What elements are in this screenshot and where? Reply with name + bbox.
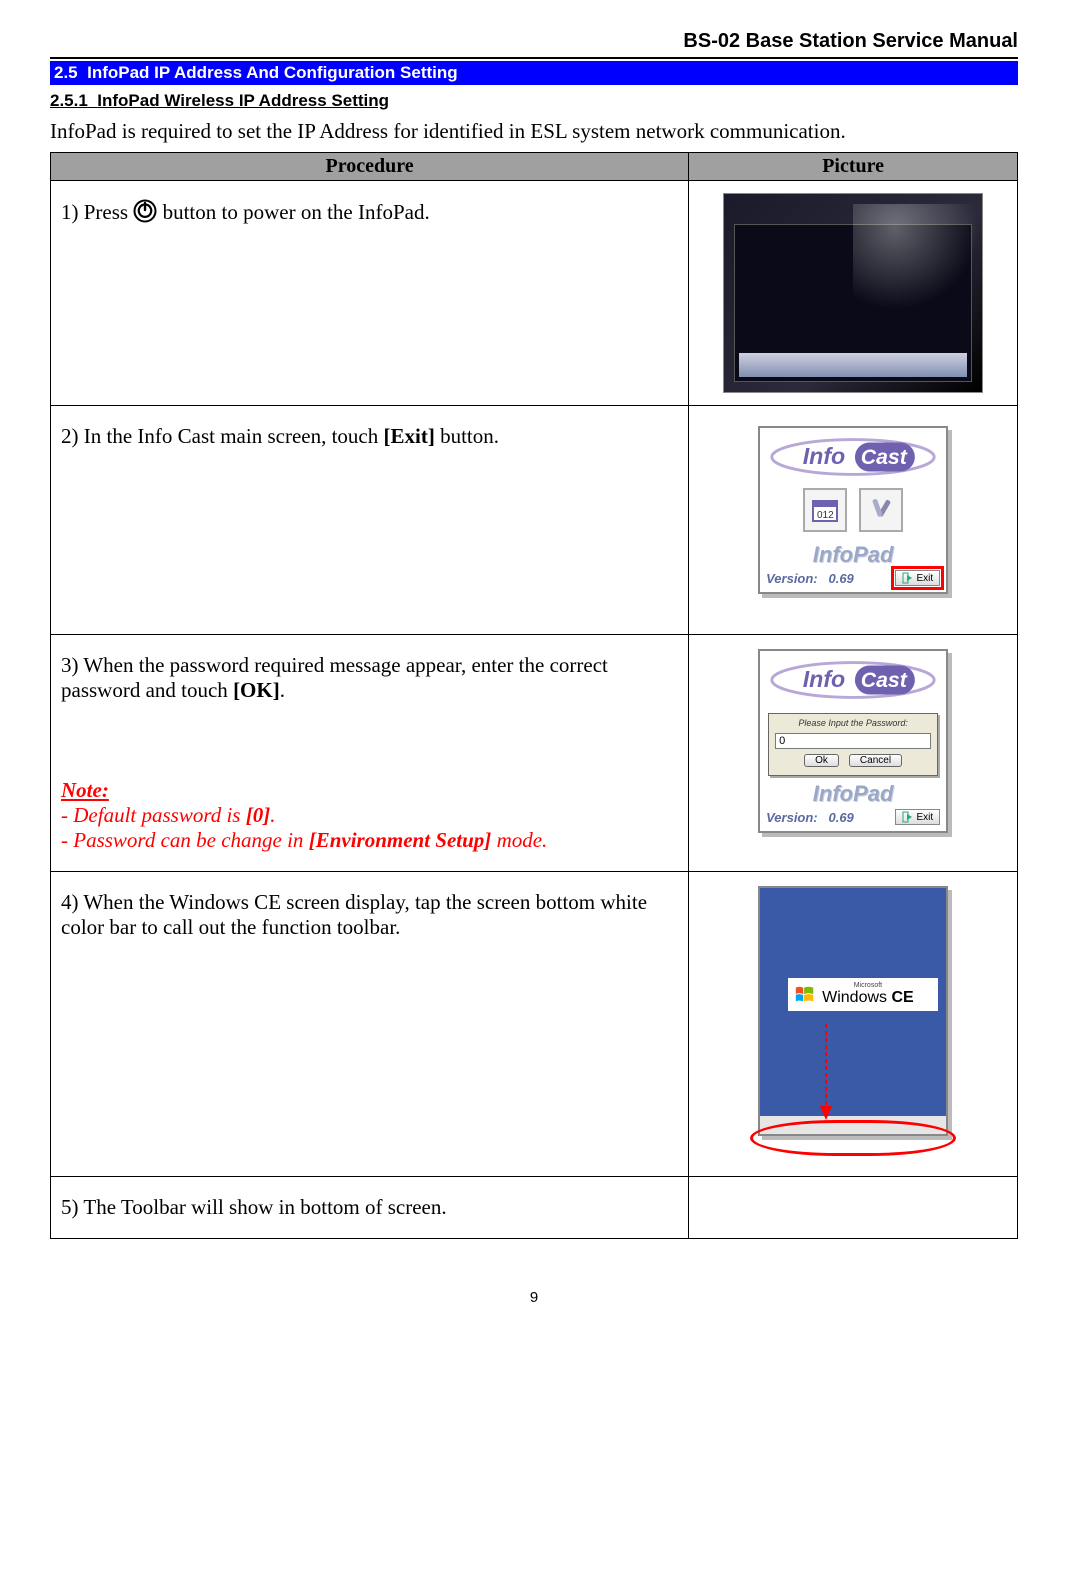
table-row: 4) When the Windows CE screen display, t…	[51, 872, 1018, 1177]
version-label: Version:	[766, 810, 818, 825]
down-arrow-icon	[818, 1024, 834, 1124]
procedure-cell: 5) The Toolbar will show in bottom of sc…	[51, 1177, 689, 1239]
subsection-num: 2.5.1	[50, 91, 88, 110]
version-value: 0.69	[828, 571, 853, 586]
microsoft-label: Microsoft	[822, 982, 914, 989]
step2-bold: [Exit]	[384, 424, 435, 448]
svg-text:Info: Info	[803, 443, 846, 469]
header-rule	[50, 57, 1018, 59]
highlight-ellipse	[750, 1120, 956, 1156]
procedure-cell: 3) When the password required message ap…	[51, 635, 689, 872]
svg-text:Cast: Cast	[861, 668, 908, 692]
intro-text: InfoPad is required to set the IP Addres…	[50, 119, 1018, 144]
ok-button[interactable]: Ok	[804, 754, 839, 767]
picture-cell: Info Cast InfoPad Version: 0.69 Exit	[689, 635, 1018, 872]
procedure-table: Procedure Picture 1) Press button to pow…	[50, 152, 1018, 1239]
table-row: 3) When the password required message ap…	[51, 635, 1018, 872]
section-heading: 2.5 InfoPad IP Address And Configuration…	[50, 61, 1018, 85]
step5-text: 5) The Toolbar will show in bottom of sc…	[61, 1195, 447, 1219]
version-label: Version:	[766, 571, 818, 586]
step3-pre: 3) When the password required message ap…	[61, 653, 608, 702]
dialog-message: Please Input the Password:	[775, 718, 931, 728]
exit-label: Exit	[916, 573, 933, 584]
infocast-logo: Info Cast	[766, 657, 940, 703]
col-picture: Picture	[689, 153, 1018, 181]
section-title: InfoPad IP Address And Configuration Set…	[87, 63, 458, 82]
infocast-screen: Info Cast 012	[758, 426, 948, 594]
svg-text:Info: Info	[803, 666, 846, 692]
password-input[interactable]	[775, 733, 931, 749]
subsection-heading: 2.5.1 InfoPad Wireless IP Address Settin…	[50, 91, 1018, 111]
svg-text:012: 012	[817, 510, 834, 521]
infopad-label: InfoPad	[766, 781, 940, 807]
table-row: 5) The Toolbar will show in bottom of sc…	[51, 1177, 1018, 1239]
col-procedure: Procedure	[51, 153, 689, 181]
manual-title: BS-02 Base Station Service Manual	[50, 30, 1018, 53]
windows-label: Windows	[822, 989, 887, 1006]
step3-post: .	[280, 678, 285, 702]
section-num: 2.5	[54, 63, 78, 82]
password-dialog: Please Input the Password: Ok Cancel	[768, 713, 938, 776]
procedure-cell: 4) When the Windows CE screen display, t…	[51, 872, 689, 1177]
windows-ce-logo: Microsoft Windows CE	[788, 978, 938, 1011]
note-line-1: - Default password is [0].	[61, 803, 678, 828]
version-value: 0.69	[828, 810, 853, 825]
ce-label: CE	[891, 989, 913, 1006]
note-label: Note:	[61, 778, 109, 802]
exit-button[interactable]: Exit	[895, 809, 940, 825]
infocast-screen-password: Info Cast InfoPad Version: 0.69 Exit	[758, 649, 948, 833]
step2-pre: 2) In the Info Cast main screen, touch	[61, 424, 384, 448]
procedure-cell: 1) Press button to power on the InfoPad.	[51, 181, 689, 406]
settings-icon[interactable]	[859, 488, 903, 532]
device-photo	[723, 193, 983, 393]
step4-text: 4) When the Windows CE screen display, t…	[61, 890, 647, 939]
windows-flag-icon	[794, 984, 816, 1006]
table-row: 1) Press button to power on the InfoPad.	[51, 181, 1018, 406]
note-line-2: - Password can be change in [Environment…	[61, 828, 678, 853]
step2-post: button.	[435, 424, 499, 448]
exit-button[interactable]: Exit	[895, 570, 940, 586]
picture-cell: Info Cast 012	[689, 406, 1018, 635]
windows-ce-screen: Microsoft Windows CE	[758, 886, 948, 1136]
calendar-icon[interactable]: 012	[803, 488, 847, 532]
page-number: 9	[50, 1289, 1018, 1306]
power-icon	[133, 199, 157, 229]
picture-cell	[689, 1177, 1018, 1239]
step3-bold: [OK]	[233, 678, 280, 702]
procedure-cell: 2) In the Info Cast main screen, touch […	[51, 406, 689, 635]
infopad-label: InfoPad	[766, 542, 940, 568]
cancel-button[interactable]: Cancel	[849, 754, 902, 767]
step1-post: button to power on the InfoPad.	[163, 200, 430, 224]
exit-label: Exit	[916, 812, 933, 823]
infocast-logo: Info Cast	[766, 434, 940, 480]
exit-icon	[902, 811, 914, 823]
exit-icon	[902, 572, 914, 584]
picture-cell	[689, 181, 1018, 406]
svg-text:Cast: Cast	[861, 445, 908, 469]
table-row: 2) In the Info Cast main screen, touch […	[51, 406, 1018, 635]
picture-cell: Microsoft Windows CE	[689, 872, 1018, 1177]
subsection-title: InfoPad Wireless IP Address Setting	[97, 91, 389, 110]
step1-pre: 1) Press	[61, 200, 133, 224]
